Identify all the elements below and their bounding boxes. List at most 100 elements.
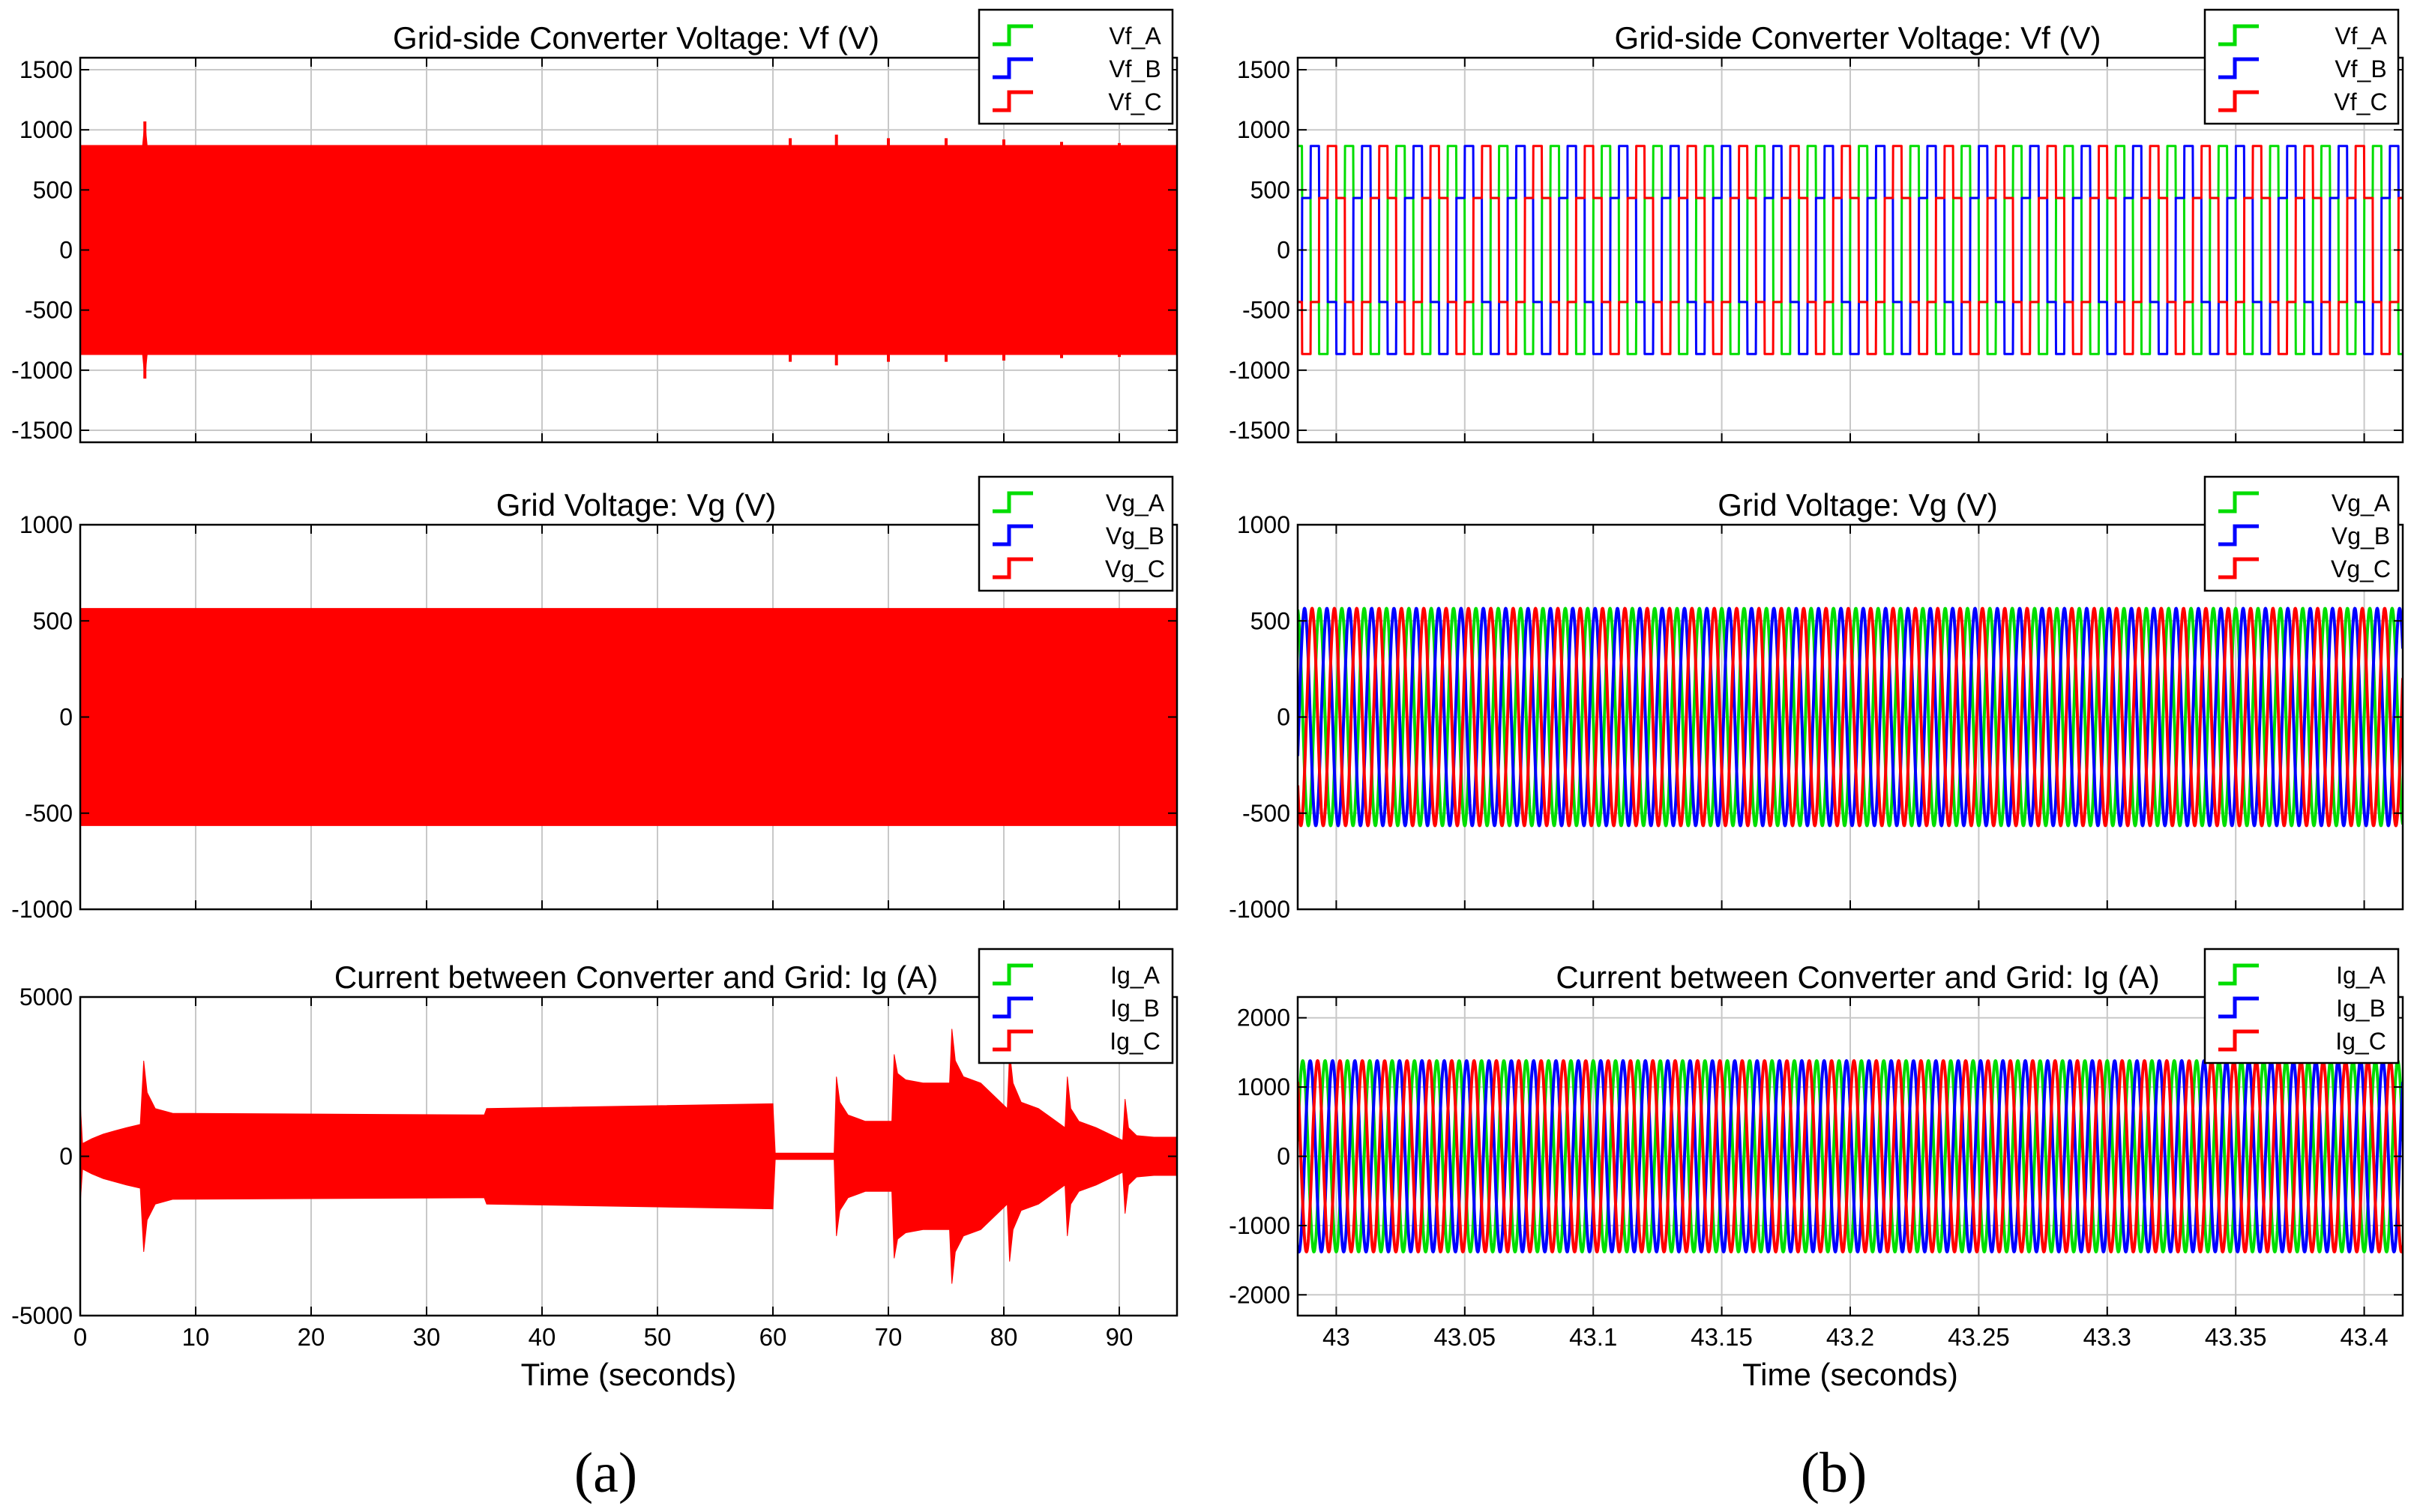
legend-swatch-vg-c	[993, 557, 1033, 579]
legend: Ig_A Ig_B Ig_C	[978, 948, 1174, 1064]
y-tick-label: -500	[1242, 297, 1290, 324]
chart-title: Current between Converter and Grid: Ig (…	[334, 960, 938, 995]
y-tick-label: 1000	[1237, 116, 1290, 143]
x-tick-label: 43.15	[1691, 1323, 1753, 1351]
y-tick-label: 0	[1277, 237, 1290, 264]
legend-box	[2203, 8, 2400, 125]
chart-b1: -1500 -1000 -500 0 500 1000 1500 Grid-side Conv…	[1229, 8, 2404, 444]
x-axis-label: Time (seconds)	[521, 1357, 737, 1392]
chart-a2: -1000 -500 0 500 1000 Grid Voltage: Vg (V) Vg_…	[11, 475, 1179, 923]
legend-swatch-vf-a	[993, 24, 1033, 46]
x-tick-label: 80	[990, 1323, 1018, 1351]
x-axis-label: Time (seconds)	[1742, 1357, 1958, 1392]
x-tick-label: 43.2	[1826, 1323, 1874, 1351]
y-tick-label: 1000	[1237, 511, 1290, 538]
y-tick-label: -2000	[1229, 1281, 1290, 1308]
legend-swatch-ig-c	[993, 1029, 1033, 1052]
x-tick-label: 43.35	[2205, 1323, 2267, 1351]
y-tick-label: -5000	[11, 1302, 73, 1329]
legend-swatch-vg-b	[2218, 524, 2259, 546]
legend-label-vg-a: Vg_A	[2332, 490, 2391, 516]
legend-label-ig-c: Ig_C	[1110, 1028, 1161, 1055]
legend: Vg_A Vg_B Vg_C	[2203, 475, 2400, 592]
legend-swatch-ig-b	[2218, 996, 2259, 1019]
chart-title: Grid-side Converter Voltage: Vf (V)	[1615, 20, 2101, 55]
data-layer	[80, 608, 1177, 826]
y-tick-label: -1000	[1229, 1212, 1290, 1239]
y-tick-label: 500	[1250, 607, 1290, 634]
legend-label-vg-c: Vg_C	[2331, 555, 2391, 582]
chart-title: Current between Converter and Grid: Ig (…	[1556, 960, 2159, 995]
legend-box	[2203, 948, 2400, 1064]
legend: Vg_A Vg_B Vg_C	[978, 475, 1174, 592]
legend: Vf_A Vf_B Vf_C	[2203, 8, 2400, 125]
signal-envelope-band	[80, 121, 1177, 379]
y-tick-label: -500	[1242, 800, 1290, 827]
legend-label-vg-a: Vg_A	[1106, 490, 1165, 516]
x-tick-label: 0	[73, 1323, 87, 1351]
series-line-vg-a	[1298, 606, 2403, 828]
legend-swatch-vf-c	[993, 90, 1033, 112]
y-tick-label: -1000	[1229, 896, 1290, 923]
signal-envelope-band	[80, 608, 1177, 826]
x-tick-label: 43.05	[1434, 1323, 1496, 1351]
series-line-vg-c	[1298, 606, 2403, 828]
legend-swatch-ig-a	[2218, 963, 2259, 986]
y-tick-label: -1500	[11, 417, 73, 444]
legend-label-vg-b: Vg_B	[1106, 522, 1164, 549]
x-tick-label: 43	[1322, 1323, 1350, 1351]
x-tick-label: 20	[298, 1323, 325, 1351]
chart-a1: -1500 -1000 -500 0 500 1000 1500 Grid-side Conv…	[11, 8, 1179, 444]
y-tick-label: 500	[1250, 176, 1290, 203]
y-tick-label: 2000	[1237, 1005, 1290, 1031]
series-line-vf-c	[1298, 145, 2403, 355]
y-tick-label: 500	[33, 607, 73, 634]
signal-envelope-band	[80, 1028, 1177, 1284]
legend-swatch-vg-c	[2218, 557, 2259, 579]
y-tick-label: -1000	[11, 896, 73, 923]
panel-label-a: (a)	[574, 1442, 637, 1505]
x-tick-label: 43.4	[2340, 1323, 2388, 1351]
y-tick-label: 5000	[19, 984, 73, 1010]
legend-label-vf-a: Vf_A	[1109, 22, 1161, 49]
legend-label-vg-b: Vg_B	[2332, 522, 2390, 549]
series-line-ig-c	[1298, 1059, 2403, 1253]
legend-swatch-ig-c	[2218, 1029, 2259, 1052]
y-tick-label: 500	[33, 176, 73, 203]
series-line-vf-b	[1298, 145, 2403, 355]
legend-box	[978, 8, 1174, 125]
x-tick-label: 40	[529, 1323, 556, 1351]
legend-label-ig-b: Ig_B	[2336, 995, 2386, 1022]
legend-label-vf-c: Vf_C	[2334, 88, 2387, 115]
legend-swatch-vf-a	[2218, 24, 2259, 46]
legend-label-ig-b: Ig_B	[1110, 995, 1160, 1022]
legend-label-vg-c: Vg_C	[1105, 555, 1165, 582]
legend-swatch-vg-b	[993, 524, 1033, 546]
y-tick-label: 1500	[19, 56, 73, 83]
legend-label-vf-b: Vf_B	[2335, 55, 2386, 82]
y-tick-label: -500	[25, 297, 73, 324]
y-tick-label: 0	[59, 237, 73, 264]
x-tick-label: 60	[759, 1323, 787, 1351]
chart-title: Grid-side Converter Voltage: Vf (V)	[393, 20, 879, 55]
legend-swatch-vf-c	[2218, 90, 2259, 112]
chart-title: Grid Voltage: Vg (V)	[1718, 487, 1998, 522]
y-tick-label: 0	[59, 704, 73, 731]
data-layer	[80, 121, 1177, 379]
legend-label-vf-b: Vf_B	[1109, 55, 1161, 82]
data-layer	[80, 1028, 1177, 1284]
x-tick-label: 43.25	[1948, 1323, 2010, 1351]
legend-box	[978, 948, 1174, 1064]
y-tick-label: -1000	[1229, 357, 1290, 384]
y-tick-label: 1000	[19, 116, 73, 143]
y-tick-label: 1000	[1237, 1073, 1290, 1100]
x-tick-label: 70	[875, 1323, 903, 1351]
legend-swatch-vg-a	[993, 491, 1033, 513]
y-tick-label: -500	[25, 800, 73, 827]
y-tick-label: 1500	[1237, 56, 1290, 83]
legend-label-ig-a: Ig_A	[1110, 962, 1160, 989]
x-tick-label: 90	[1106, 1323, 1134, 1351]
chart-title: Grid Voltage: Vg (V)	[496, 487, 777, 522]
